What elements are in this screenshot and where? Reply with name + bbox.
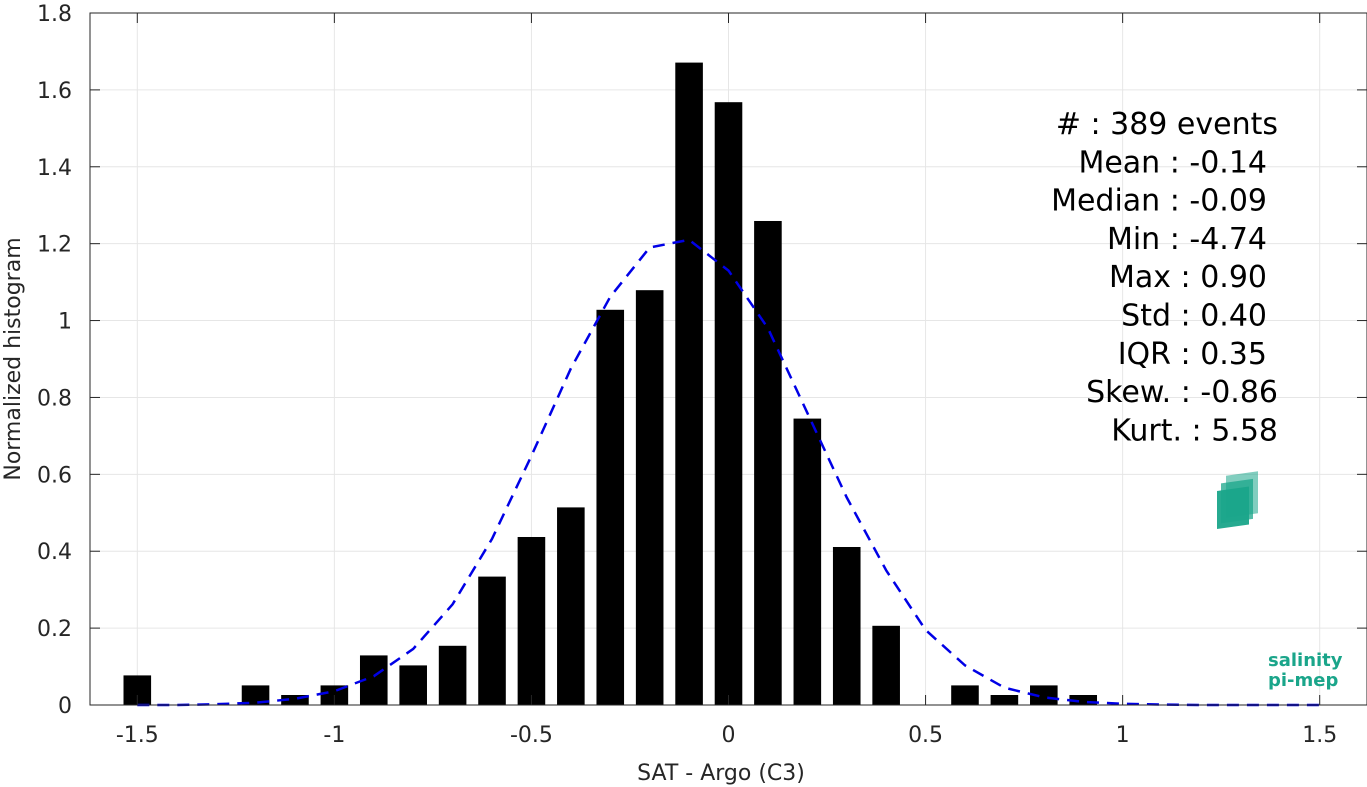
y-axis-ticks: 0 0.2 0.4 0.6 0.8 1 1.2 1.4 1.6 1.8 bbox=[37, 2, 1367, 719]
y-tick-label-0: 0 bbox=[58, 694, 72, 719]
y-tick-label-4: 0.8 bbox=[37, 386, 72, 411]
y-axis-label: Normalized histogram bbox=[1, 237, 26, 480]
x-tick-label-5: 1 bbox=[1116, 723, 1130, 748]
histogram-bar-2 bbox=[281, 695, 309, 705]
salinity-pi-mep-logo: salinity pi-mep bbox=[1217, 471, 1343, 691]
stats-line-2: Median : -0.09 bbox=[1051, 184, 1267, 219]
y-tick-label-9: 1.8 bbox=[37, 2, 72, 27]
stats-line-6: IQR : 0.35 bbox=[1118, 337, 1267, 372]
histogram-bar-14 bbox=[754, 220, 782, 706]
fit-curve-group bbox=[137, 238, 1320, 707]
histogram-bar-17 bbox=[872, 625, 900, 705]
stats-line-8: Kurt. : 5.58 bbox=[1111, 413, 1278, 448]
y-tick-label-6: 1.2 bbox=[37, 233, 72, 258]
stats-line-0: # : 389 events bbox=[1056, 107, 1278, 142]
histogram-bar-13 bbox=[714, 102, 743, 706]
histogram-bar-11 bbox=[635, 290, 664, 705]
histogram-bar-9 bbox=[557, 507, 585, 705]
x-tick-label-3: 0 bbox=[722, 723, 736, 748]
histogram-bar-8 bbox=[517, 536, 546, 705]
histogram-bar-10 bbox=[596, 309, 625, 705]
logo-line2: pi-mep bbox=[1268, 670, 1338, 691]
logo-layers-icon bbox=[1217, 471, 1258, 529]
fit-curve bbox=[137, 238, 1320, 707]
x-tick-label-2: -0.5 bbox=[510, 723, 553, 748]
stats-line-4: Max : 0.90 bbox=[1109, 260, 1267, 295]
x-tick-label-6: 1.5 bbox=[1302, 723, 1337, 748]
histogram-bar-7 bbox=[478, 576, 506, 705]
y-tick-label-8: 1.6 bbox=[37, 79, 72, 104]
stats-line-7: Skew. : -0.86 bbox=[1086, 375, 1278, 410]
y-tick-label-1: 0.2 bbox=[37, 617, 72, 642]
histogram-bar-12 bbox=[675, 62, 703, 706]
stats-line-1: Mean : -0.14 bbox=[1078, 145, 1267, 180]
histogram-bar-6 bbox=[438, 645, 467, 705]
histogram-bar-1 bbox=[241, 685, 270, 705]
x-axis-label: SAT - Argo (C3) bbox=[637, 761, 805, 786]
x-tick-label-4: 0.5 bbox=[908, 723, 943, 748]
histogram-bar-21 bbox=[1069, 695, 1098, 705]
histogram-bars bbox=[123, 62, 1098, 706]
y-tick-label-5: 1 bbox=[58, 310, 72, 335]
x-tick-label-0: -1.5 bbox=[116, 723, 159, 748]
x-axis-ticks: -1.5 -1 -0.5 0 0.5 1 1.5 bbox=[116, 13, 1337, 748]
histogram-bar-5 bbox=[399, 665, 427, 705]
histogram-bar-16 bbox=[832, 546, 861, 705]
y-tick-label-3: 0.6 bbox=[37, 463, 72, 488]
logo-line1: salinity bbox=[1268, 650, 1343, 671]
y-tick-label-2: 0.4 bbox=[37, 540, 72, 565]
stats-line-3: Min : -4.74 bbox=[1107, 222, 1267, 257]
histogram-bar-19 bbox=[990, 695, 1019, 705]
stats-line-5: Std : 0.40 bbox=[1121, 299, 1267, 334]
y-tick-label-7: 1.4 bbox=[37, 156, 72, 181]
x-tick-label-1: -1 bbox=[323, 723, 345, 748]
histogram-bar-20 bbox=[1030, 685, 1058, 705]
histogram-bar-18 bbox=[951, 685, 979, 705]
histogram-bar-15 bbox=[793, 418, 822, 705]
